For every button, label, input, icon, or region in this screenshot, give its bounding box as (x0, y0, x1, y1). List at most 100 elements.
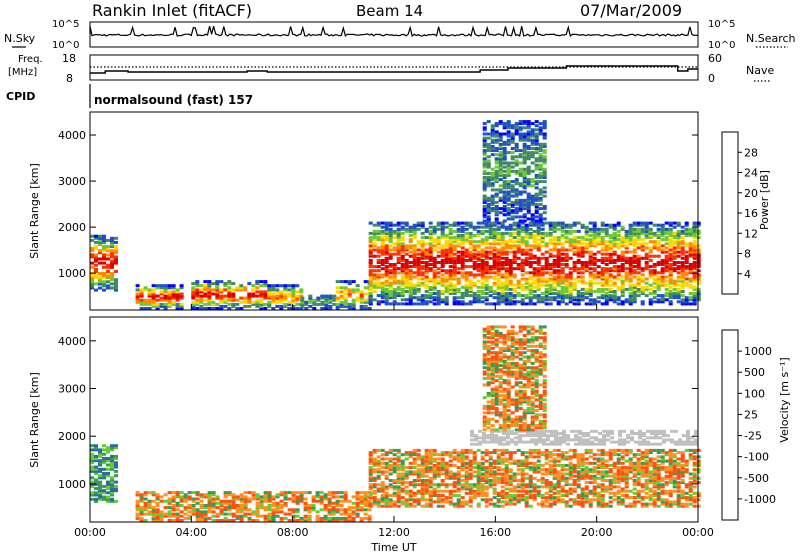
echo-cell (400, 256, 405, 260)
echo-cell (502, 180, 507, 184)
echo-cell (223, 282, 228, 286)
echo-cell (668, 252, 673, 256)
echo-cell (588, 498, 593, 502)
echo-cell (420, 494, 425, 497)
colorbar-tick-label: 4 (744, 268, 751, 281)
echo-cell (492, 248, 497, 252)
echo-cell (542, 144, 547, 148)
echo-cell (544, 277, 549, 281)
echo-cell (680, 298, 685, 302)
echo-cell (532, 246, 537, 250)
echo-cell (612, 296, 617, 300)
echo-cell (331, 506, 336, 510)
echo-cell (564, 290, 569, 293)
echo-cell (672, 234, 677, 237)
echo-cell (624, 234, 629, 237)
echo-cell (243, 497, 248, 501)
echo-cell (494, 157, 499, 161)
echo-cell (94, 459, 98, 463)
echo-cell (400, 265, 405, 269)
echo-cell (428, 277, 433, 281)
echo-cell (600, 242, 605, 246)
echo-cell (90, 457, 94, 460)
echo-cell (367, 516, 372, 520)
echo-cell (464, 238, 469, 242)
echo-cell (628, 231, 633, 235)
echo-cell (388, 459, 393, 463)
echo-cell (482, 180, 487, 184)
echo-cell (312, 302, 317, 306)
echo-cell (468, 240, 473, 244)
echo-cell (448, 244, 453, 248)
echo-cell (408, 481, 413, 485)
echo-cell (283, 286, 288, 290)
echo-cell (392, 463, 397, 467)
echo-cell (110, 263, 114, 267)
echo-cell (408, 496, 413, 500)
echo-cell (498, 198, 503, 202)
echo-cell (392, 236, 397, 240)
echo-cell (544, 290, 549, 293)
echo-cell (612, 265, 617, 269)
echo-cell (416, 491, 421, 495)
echo-cell (596, 472, 601, 476)
echo-cell (506, 126, 511, 130)
echo-cell (648, 246, 653, 250)
echo-cell (512, 236, 517, 240)
echo-cell (90, 278, 94, 282)
echo-cell (588, 294, 593, 298)
echo-cell (624, 273, 629, 277)
echo-cell (231, 294, 236, 298)
echo-cell (480, 265, 485, 269)
echo-cell (482, 132, 487, 136)
echo-cell (592, 302, 597, 306)
echo-cell (143, 493, 148, 497)
echo-cell (672, 263, 677, 266)
echo-cell (532, 254, 537, 258)
echo-cell (518, 136, 523, 140)
echo-cell (492, 240, 497, 244)
echo-cell (223, 516, 228, 520)
echo-cell (512, 479, 517, 482)
echo-cell (102, 448, 106, 452)
echo-cell (628, 283, 633, 287)
echo-cell (526, 136, 531, 140)
echo-cell (408, 491, 413, 495)
echo-cell (259, 294, 264, 298)
echo-cell (608, 279, 613, 283)
echo-cell (516, 225, 521, 229)
echo-cell (448, 261, 453, 264)
echo-cell (524, 223, 529, 227)
echo-cell (98, 251, 102, 255)
echo-cell (486, 136, 491, 140)
echo-cell (576, 221, 581, 225)
echo-cell (620, 236, 625, 240)
echo-cell (576, 271, 581, 275)
echo-cell (592, 227, 597, 231)
y-tick-label: 2000 (58, 221, 86, 234)
echo-cell (484, 491, 489, 495)
echo-cell (472, 263, 477, 266)
echo-cell (380, 494, 385, 497)
echo-cell (518, 198, 523, 202)
echo-cell (492, 476, 497, 480)
echo-cell (468, 290, 473, 293)
echo-cell (536, 300, 541, 304)
echo-cell (380, 229, 385, 233)
echo-cell (436, 238, 441, 242)
echo-cell (255, 304, 260, 308)
echo-cell (319, 519, 324, 522)
echo-cell (436, 267, 441, 271)
echo-cell (528, 474, 533, 478)
echo-cell (460, 502, 465, 506)
echo-cell (110, 480, 114, 484)
echo-cell (526, 167, 531, 171)
echo-cell (440, 494, 445, 497)
echo-cell (195, 493, 200, 497)
echo-cell (692, 223, 697, 227)
echo-cell (584, 263, 589, 266)
echo-cell (171, 508, 176, 512)
echo-cell (612, 231, 617, 235)
echo-cell (664, 294, 669, 298)
echo-cell (494, 134, 499, 138)
